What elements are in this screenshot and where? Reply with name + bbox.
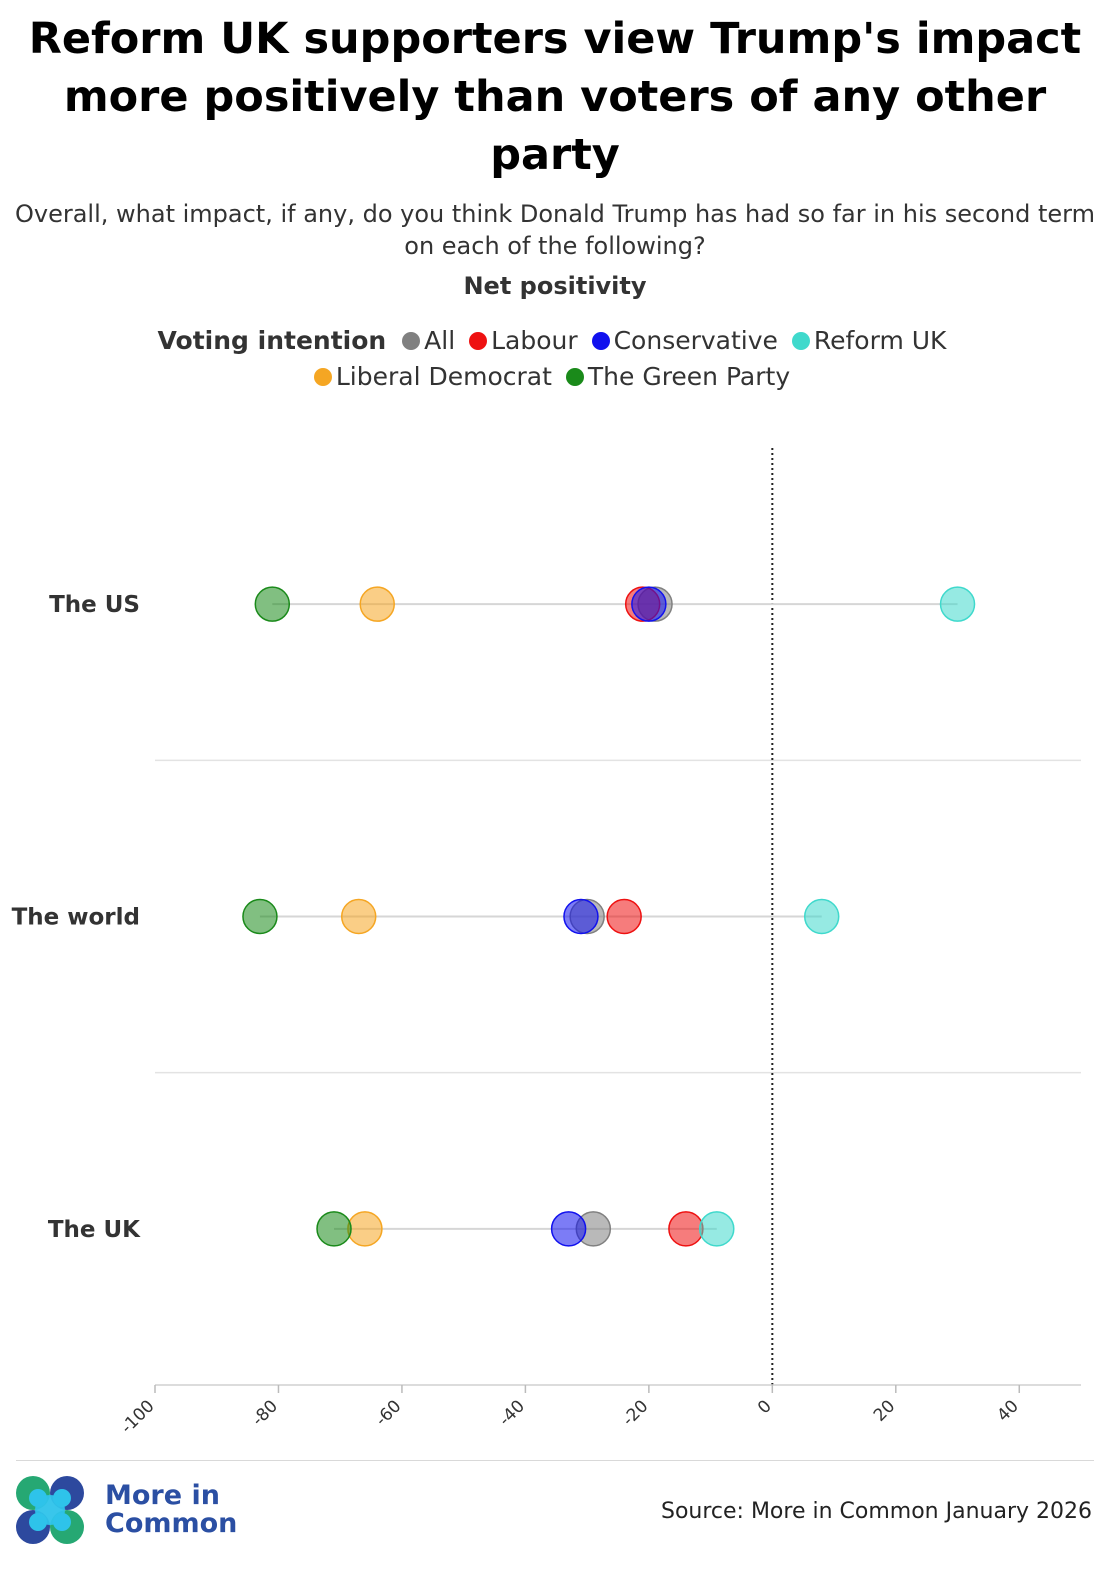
legend-label-green-party: The Green Party xyxy=(587,362,791,391)
data-point xyxy=(668,1211,704,1247)
x-tick-label: -60 xyxy=(372,1396,406,1430)
more-in-common-logo-icon xyxy=(16,1476,84,1544)
data-point xyxy=(550,1211,587,1247)
measure-label: Net positivity xyxy=(463,272,647,300)
legend-title: Voting intention xyxy=(157,326,387,355)
x-tick-label: 40 xyxy=(993,1396,1022,1425)
data-point xyxy=(563,898,599,935)
data-point xyxy=(699,1211,735,1247)
legend-item-reform-uk[interactable]: Reform UK xyxy=(791,326,947,355)
data-point xyxy=(340,898,377,935)
brand-line-1: More in xyxy=(105,1480,220,1511)
x-tick-label: 20 xyxy=(870,1396,899,1425)
data-point xyxy=(606,898,642,935)
legend-label-conservative: Conservative xyxy=(613,326,778,355)
category-label: The US xyxy=(49,592,140,618)
data-point xyxy=(347,1211,383,1247)
data-point xyxy=(242,898,278,935)
legend-swatch-green-party xyxy=(565,368,584,386)
legend-label-all: All xyxy=(424,326,456,355)
category-label: The UK xyxy=(48,1217,141,1243)
data-point xyxy=(359,586,395,622)
legend-label-liberal-democrat: Liberal Democrat xyxy=(335,362,552,391)
legend-item-liberal-democrat[interactable]: Liberal Democrat xyxy=(313,362,552,391)
dot-plot-chart: -100 -80 -60 -40 -20 0 20 40 The US The world The … xyxy=(12,448,1081,1438)
footer-divider xyxy=(16,1460,1094,1461)
brand-name: More in Common xyxy=(105,1482,237,1538)
data-point xyxy=(631,586,667,622)
x-tick-label: -100 xyxy=(117,1396,158,1437)
category-label: The world xyxy=(12,905,140,931)
chart-subtitle: Overall, what impact, if any, do you thi… xyxy=(15,200,1095,260)
legend-swatch-liberal-democrat xyxy=(313,368,332,386)
chart-title: Reform UK supporters view Trump's impact… xyxy=(28,14,1082,180)
legend-item-conservative[interactable]: Conservative xyxy=(591,326,778,355)
x-tick-label: 0 xyxy=(754,1396,776,1418)
legend: Voting intention All Labour Conservative… xyxy=(100,323,1010,395)
source-note: Source: More in Common January 2026 xyxy=(660,1499,1092,1524)
x-tick-label: -40 xyxy=(495,1396,529,1430)
x-tick-label: -20 xyxy=(619,1396,653,1430)
legend-label-reform-uk: Reform UK xyxy=(813,326,947,355)
legend-item-green-party[interactable]: The Green Party xyxy=(565,362,791,391)
x-tick-label: -80 xyxy=(248,1396,282,1430)
brand-line-2: Common xyxy=(105,1508,238,1539)
legend-item-all[interactable]: All xyxy=(402,326,455,355)
data-point xyxy=(939,586,976,622)
legend-swatch-reform-uk xyxy=(791,332,810,350)
legend-swatch-conservative xyxy=(591,332,610,350)
data-point xyxy=(316,1211,352,1247)
data-point xyxy=(254,586,291,622)
legend-item-labour[interactable]: Labour xyxy=(469,326,578,355)
legend-swatch-all xyxy=(402,332,421,350)
data-point xyxy=(803,898,840,935)
legend-swatch-labour xyxy=(469,332,488,350)
legend-label-labour: Labour xyxy=(491,326,578,355)
